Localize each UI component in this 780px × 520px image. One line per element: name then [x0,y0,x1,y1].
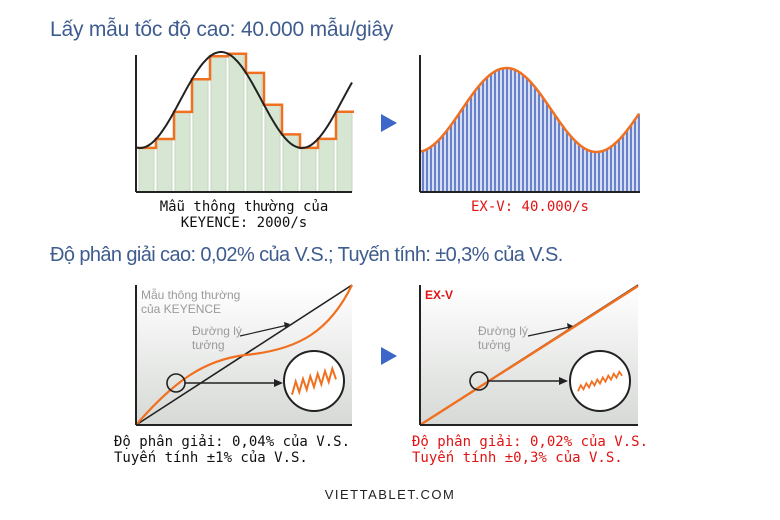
footer-watermark: VIETTABLET.COM [324,487,456,502]
ideal-line-label-2: tưởng [192,338,225,352]
measured-line [419,284,639,427]
caption-line-1: Độ phân giải: 0,02% của V.S. [412,434,649,450]
sample-bar [138,147,155,193]
ideal-line-label-1: Đường lý [478,324,528,338]
sample-bar [300,147,317,193]
keyence-label-2: của KEYENCE [141,302,221,316]
sampling-heading: Lấy mẫu tốc độ cao: 40.000 mẫu/giây [50,18,394,41]
sample-bar [156,138,173,193]
sample-bar [174,111,191,193]
coarse-resolution-zigzag [291,365,337,396]
conventional-sampling-panel [135,51,354,193]
exv-signal-wave [420,66,641,154]
sample-bar [228,53,245,193]
resolution-heading: Độ phân giải cao: 0,02% của V.S.; Tuyến … [50,244,563,266]
exv-sampling-panel [419,55,641,193]
fine-resolution-zigzag [577,369,623,392]
measured-curve [135,284,353,426]
caption-line-2: Tuyến tính ±0,3% của V.S. [412,450,623,466]
zoom-circle-large [569,350,631,412]
exv-linearity-caption: Độ phân giải: 0,02% của V.S. Tuyến tính … [412,434,648,466]
exv-label: EX-V [425,288,453,302]
sample-bar [318,138,335,193]
sample-bar [192,78,209,193]
ideal-line-pointer [239,324,289,337]
sample-bars [138,53,353,193]
signal-wave [135,51,353,150]
ideal-line-label-2: tưởng [478,338,511,352]
caption-line-2: KEYENCE: 2000/s [180,215,308,231]
sampled-step-line [138,52,354,150]
ideal-line-pointer [527,326,571,337]
caption-line-1: Độ phân giải: 0,04% của V.S. [114,434,351,450]
keyence-sampling-caption: Mẫu thông thường của KEYENCE: 2000/s [118,199,370,231]
caption-line-1: Mẫu thông thường của [159,199,329,215]
arrow-right-icon [381,347,397,365]
conventional-linearity-panel: Mẫu thông thường của KEYENCE Đường lý tư… [135,284,353,426]
sample-bar [336,111,353,193]
sample-bar [246,72,263,193]
arrow-right-icon [381,114,397,132]
dense-sample-bars [422,68,640,192]
exv-sampling-caption: EX-V: 40.000/s [470,199,589,215]
sample-bar [210,55,227,193]
sample-bar [264,104,281,193]
caption-line-2: Tuyến tính ±1% của V.S. [114,450,308,466]
ideal-line-label-1: Đường lý [192,324,242,338]
exv-linearity-panel: EX-V Đường lý tưởng [419,284,639,427]
zoom-circle-large [283,350,345,412]
keyence-linearity-caption: Độ phân giải: 0,04% của V.S. Tuyến tính … [114,434,350,466]
keyence-label-1: Mẫu thông thường [141,287,240,302]
